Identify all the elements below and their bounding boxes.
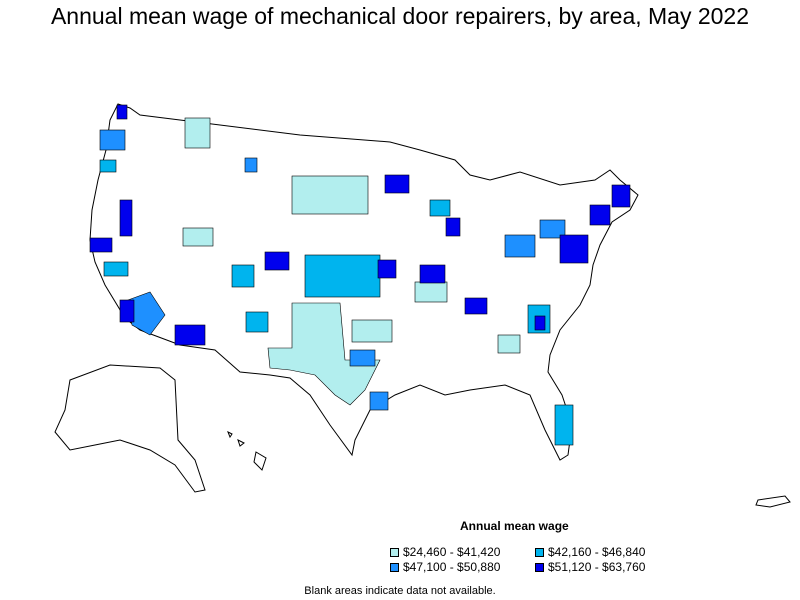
area [174,324,206,346]
area [497,334,521,354]
area [419,264,446,284]
area [504,234,536,258]
area [351,319,393,343]
map-title: Annual mean wage of mechanical door repa… [50,3,750,29]
legend-label: $24,460 - $41,420 [403,545,501,559]
area [539,219,566,239]
area [264,251,290,271]
area [349,349,376,367]
areas-tier-2 [99,159,574,446]
area [184,117,211,149]
legend-swatch [535,562,544,572]
area [245,311,269,333]
area [414,281,448,303]
legend-swatch [390,562,399,572]
area [116,104,128,120]
area [119,199,133,237]
area [291,175,369,215]
area [377,259,397,279]
areas-tier-3 [99,129,566,411]
area [182,227,214,247]
legend-label: $47,100 - $50,880 [403,560,501,574]
legend-label: $51,120 - $63,760 [548,560,646,574]
legend-label: $42,160 - $46,840 [548,545,646,559]
area [445,217,461,237]
area [589,204,611,226]
puerto-rico-outline [755,495,791,508]
areas-tier-1 [182,117,521,406]
area [119,299,135,323]
legend-swatch [535,547,544,557]
area [384,174,410,194]
area [464,297,488,315]
area [369,391,389,411]
area [554,404,574,446]
area [89,237,113,253]
area [244,157,258,173]
legend-item-tier-2: $42,160 - $46,840 [535,545,645,559]
legend-swatch [390,547,399,557]
area [231,264,255,288]
area [99,129,126,151]
legend-item-tier-3: $47,100 - $50,880 [390,560,500,574]
alaska-outline [54,364,206,493]
area [534,315,546,331]
area [304,254,381,298]
area [429,199,451,217]
area [611,184,631,208]
areas-tier-4 [89,104,631,346]
area [267,302,381,406]
legend-item-tier-1: $24,460 - $41,420 [390,545,500,559]
area [559,234,589,264]
hawaii-islands [227,430,267,471]
area [103,261,129,277]
data-availability-note: Blank areas indicate data not available. [304,585,496,597]
legend-item-tier-4: $51,120 - $63,760 [535,560,645,574]
legend-title: Annual mean wage [460,519,569,533]
area [99,159,117,173]
